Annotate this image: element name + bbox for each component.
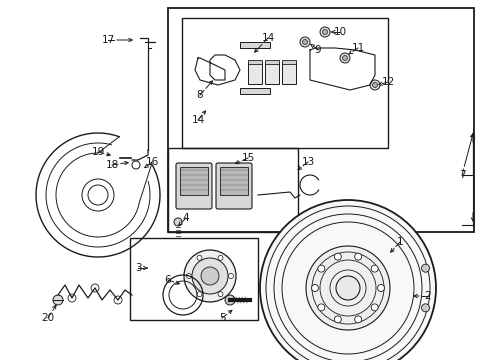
Bar xyxy=(168,8,474,232)
Text: 15: 15 xyxy=(242,153,255,163)
Circle shape xyxy=(53,295,63,305)
Circle shape xyxy=(320,27,330,37)
Text: 10: 10 xyxy=(333,27,346,37)
Text: 11: 11 xyxy=(351,43,365,53)
Circle shape xyxy=(218,292,223,297)
Text: 8: 8 xyxy=(196,90,203,100)
Bar xyxy=(240,88,270,94)
Circle shape xyxy=(197,255,202,260)
Circle shape xyxy=(197,292,202,297)
Circle shape xyxy=(201,267,219,285)
Text: 1: 1 xyxy=(397,237,403,247)
Circle shape xyxy=(300,37,310,47)
FancyBboxPatch shape xyxy=(216,163,252,209)
Circle shape xyxy=(371,304,378,311)
Text: 7: 7 xyxy=(459,170,466,180)
Text: 16: 16 xyxy=(146,157,159,167)
Text: 13: 13 xyxy=(301,157,315,167)
Circle shape xyxy=(421,304,430,312)
Bar xyxy=(168,148,298,232)
Text: 9: 9 xyxy=(315,45,321,55)
Circle shape xyxy=(334,316,342,323)
Circle shape xyxy=(225,295,235,305)
Text: 12: 12 xyxy=(381,77,394,87)
Circle shape xyxy=(218,255,223,260)
Circle shape xyxy=(260,200,436,360)
Bar xyxy=(265,62,279,84)
Circle shape xyxy=(312,284,318,292)
Bar xyxy=(248,62,262,84)
Bar xyxy=(180,167,208,195)
Text: 14: 14 xyxy=(261,33,274,43)
Circle shape xyxy=(355,253,362,260)
Text: 4: 4 xyxy=(183,213,189,223)
Circle shape xyxy=(421,264,430,272)
Text: 3: 3 xyxy=(135,263,141,273)
Text: 19: 19 xyxy=(91,147,105,157)
Circle shape xyxy=(322,30,327,35)
Bar xyxy=(248,60,262,64)
Circle shape xyxy=(340,53,350,63)
Bar xyxy=(130,238,258,320)
Text: 2: 2 xyxy=(425,291,431,301)
Bar xyxy=(220,167,248,195)
Circle shape xyxy=(343,55,347,60)
Circle shape xyxy=(371,265,378,272)
Bar xyxy=(282,62,296,84)
Circle shape xyxy=(334,253,342,260)
Text: 17: 17 xyxy=(101,35,115,45)
Bar xyxy=(265,60,279,64)
Bar xyxy=(240,42,270,48)
Text: 14: 14 xyxy=(192,115,205,125)
Text: 20: 20 xyxy=(42,313,54,323)
Circle shape xyxy=(228,274,234,279)
Circle shape xyxy=(370,80,380,90)
Circle shape xyxy=(377,284,385,292)
Circle shape xyxy=(336,276,360,300)
Circle shape xyxy=(302,40,308,45)
Bar xyxy=(182,18,388,148)
Text: 5: 5 xyxy=(219,313,225,323)
Bar xyxy=(282,60,296,64)
Circle shape xyxy=(187,274,192,279)
Text: 6: 6 xyxy=(165,275,172,285)
Circle shape xyxy=(306,246,390,330)
Text: 18: 18 xyxy=(105,160,119,170)
Circle shape xyxy=(318,265,325,272)
Circle shape xyxy=(318,304,325,311)
Circle shape xyxy=(184,250,236,302)
Circle shape xyxy=(192,258,228,294)
FancyBboxPatch shape xyxy=(176,163,212,209)
Circle shape xyxy=(174,218,182,226)
Circle shape xyxy=(355,316,362,323)
Circle shape xyxy=(372,82,377,87)
